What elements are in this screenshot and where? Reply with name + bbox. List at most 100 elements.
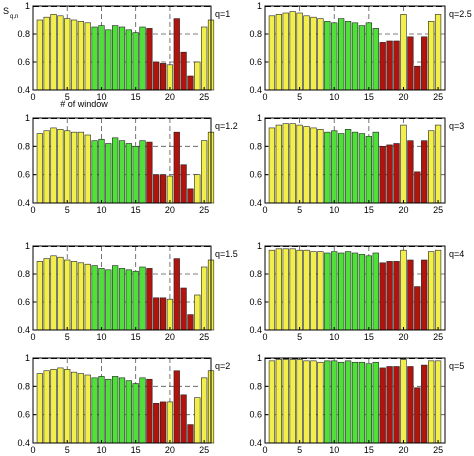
- x-tick-label: 0: [30, 445, 35, 455]
- bar: [407, 36, 414, 91]
- bar: [180, 394, 187, 444]
- bar: [112, 376, 119, 444]
- bar: [338, 18, 345, 91]
- bar: [358, 133, 366, 204]
- bar: [414, 65, 421, 91]
- bar: [118, 377, 126, 444]
- x-tick-label: 20: [398, 332, 408, 342]
- bar: [118, 268, 126, 331]
- x-tick-label: 5: [65, 92, 70, 102]
- bar: [386, 40, 393, 91]
- y-tick-label: 0.8: [249, 29, 262, 39]
- bar: [365, 255, 372, 331]
- bar: [118, 26, 126, 91]
- q-label: q=5: [449, 361, 464, 371]
- bar: [194, 294, 201, 331]
- bar: [91, 140, 98, 204]
- bar: [91, 377, 98, 444]
- bar: [201, 26, 208, 91]
- x-tick-label: 20: [398, 92, 408, 102]
- x-tick-label: 20: [165, 92, 175, 102]
- bar: [125, 29, 132, 91]
- bar: [159, 174, 167, 204]
- bar: [146, 268, 153, 331]
- bar: [331, 251, 338, 331]
- y-tick-label: 0.8: [17, 269, 30, 279]
- bar: [77, 21, 85, 91]
- bar: [98, 376, 105, 444]
- bar: [146, 141, 153, 204]
- bar: [84, 22, 91, 91]
- bar: [57, 256, 64, 331]
- x-tick-label: 25: [199, 445, 209, 455]
- ylabel-sub: q,n: [10, 14, 18, 20]
- x-tick-label: 5: [65, 205, 70, 215]
- bar: [296, 249, 303, 331]
- bar: [434, 14, 442, 91]
- x-tick-label: 25: [199, 205, 209, 215]
- x-tick-label: 5: [65, 332, 70, 342]
- bar: [344, 251, 352, 331]
- x-tick-label: 15: [364, 445, 374, 455]
- bar: [428, 251, 435, 331]
- ylabel-main: S: [3, 6, 9, 16]
- bar: [64, 259, 71, 331]
- x-tick-label: 20: [165, 205, 175, 215]
- bar: [201, 266, 208, 331]
- bar: [268, 360, 276, 444]
- bar: [159, 63, 167, 91]
- bar: [91, 26, 98, 91]
- bar: [105, 269, 112, 331]
- x-tick-label: 0: [262, 205, 267, 215]
- y-tick-label: 0.8: [17, 29, 30, 39]
- y-tick-label: 0.4: [249, 438, 262, 448]
- y-tick-label: 1: [25, 241, 30, 251]
- plot-frame: [264, 117, 446, 204]
- bar: [421, 364, 428, 444]
- x-tick-label: 15: [131, 445, 141, 455]
- bar: [317, 251, 324, 331]
- bar: [344, 360, 352, 444]
- x-tick-label: 0: [262, 92, 267, 102]
- q-label: q=1.5: [215, 249, 238, 259]
- x-tick-label: 15: [364, 332, 374, 342]
- bar: [275, 359, 282, 444]
- bar: [98, 25, 105, 91]
- bar: [289, 123, 296, 204]
- y-tick-label: 1: [257, 113, 262, 123]
- bar: [331, 360, 338, 444]
- x-tick-label: 0: [262, 445, 267, 455]
- panel-6: 0.40.60.810 5 10 15 20 25q=4: [249, 241, 464, 342]
- bar: [324, 360, 331, 444]
- bar: [194, 174, 201, 204]
- x-tick-label: 5: [65, 445, 70, 455]
- bar: [268, 127, 276, 204]
- bar: [77, 373, 85, 444]
- bar: [173, 131, 180, 204]
- q-label: q=4: [449, 249, 464, 259]
- bar: [43, 370, 50, 444]
- bar: [400, 249, 407, 331]
- bar: [372, 361, 379, 444]
- bar: [351, 22, 359, 91]
- bar: [421, 36, 428, 91]
- x-tick-label: 10: [329, 332, 339, 342]
- bar: [173, 370, 180, 444]
- y-tick-label: 1: [257, 241, 262, 251]
- bar: [407, 140, 414, 204]
- bar: [324, 21, 331, 91]
- bar: [434, 249, 442, 331]
- y-tick-label: 0.8: [17, 381, 30, 391]
- bar: [358, 254, 366, 331]
- y-tick-label: 1: [25, 353, 30, 363]
- bar: [365, 363, 372, 444]
- bar: [57, 15, 64, 91]
- panel-5: 0.40.60.810 5 10 15 20 25q=1.5: [17, 241, 237, 342]
- bar: [282, 12, 289, 91]
- bar: [400, 14, 407, 91]
- x-tick-label: 20: [398, 445, 408, 455]
- x-tick-label: 0: [30, 205, 35, 215]
- bar: [275, 248, 282, 331]
- x-tick-label: 20: [165, 332, 175, 342]
